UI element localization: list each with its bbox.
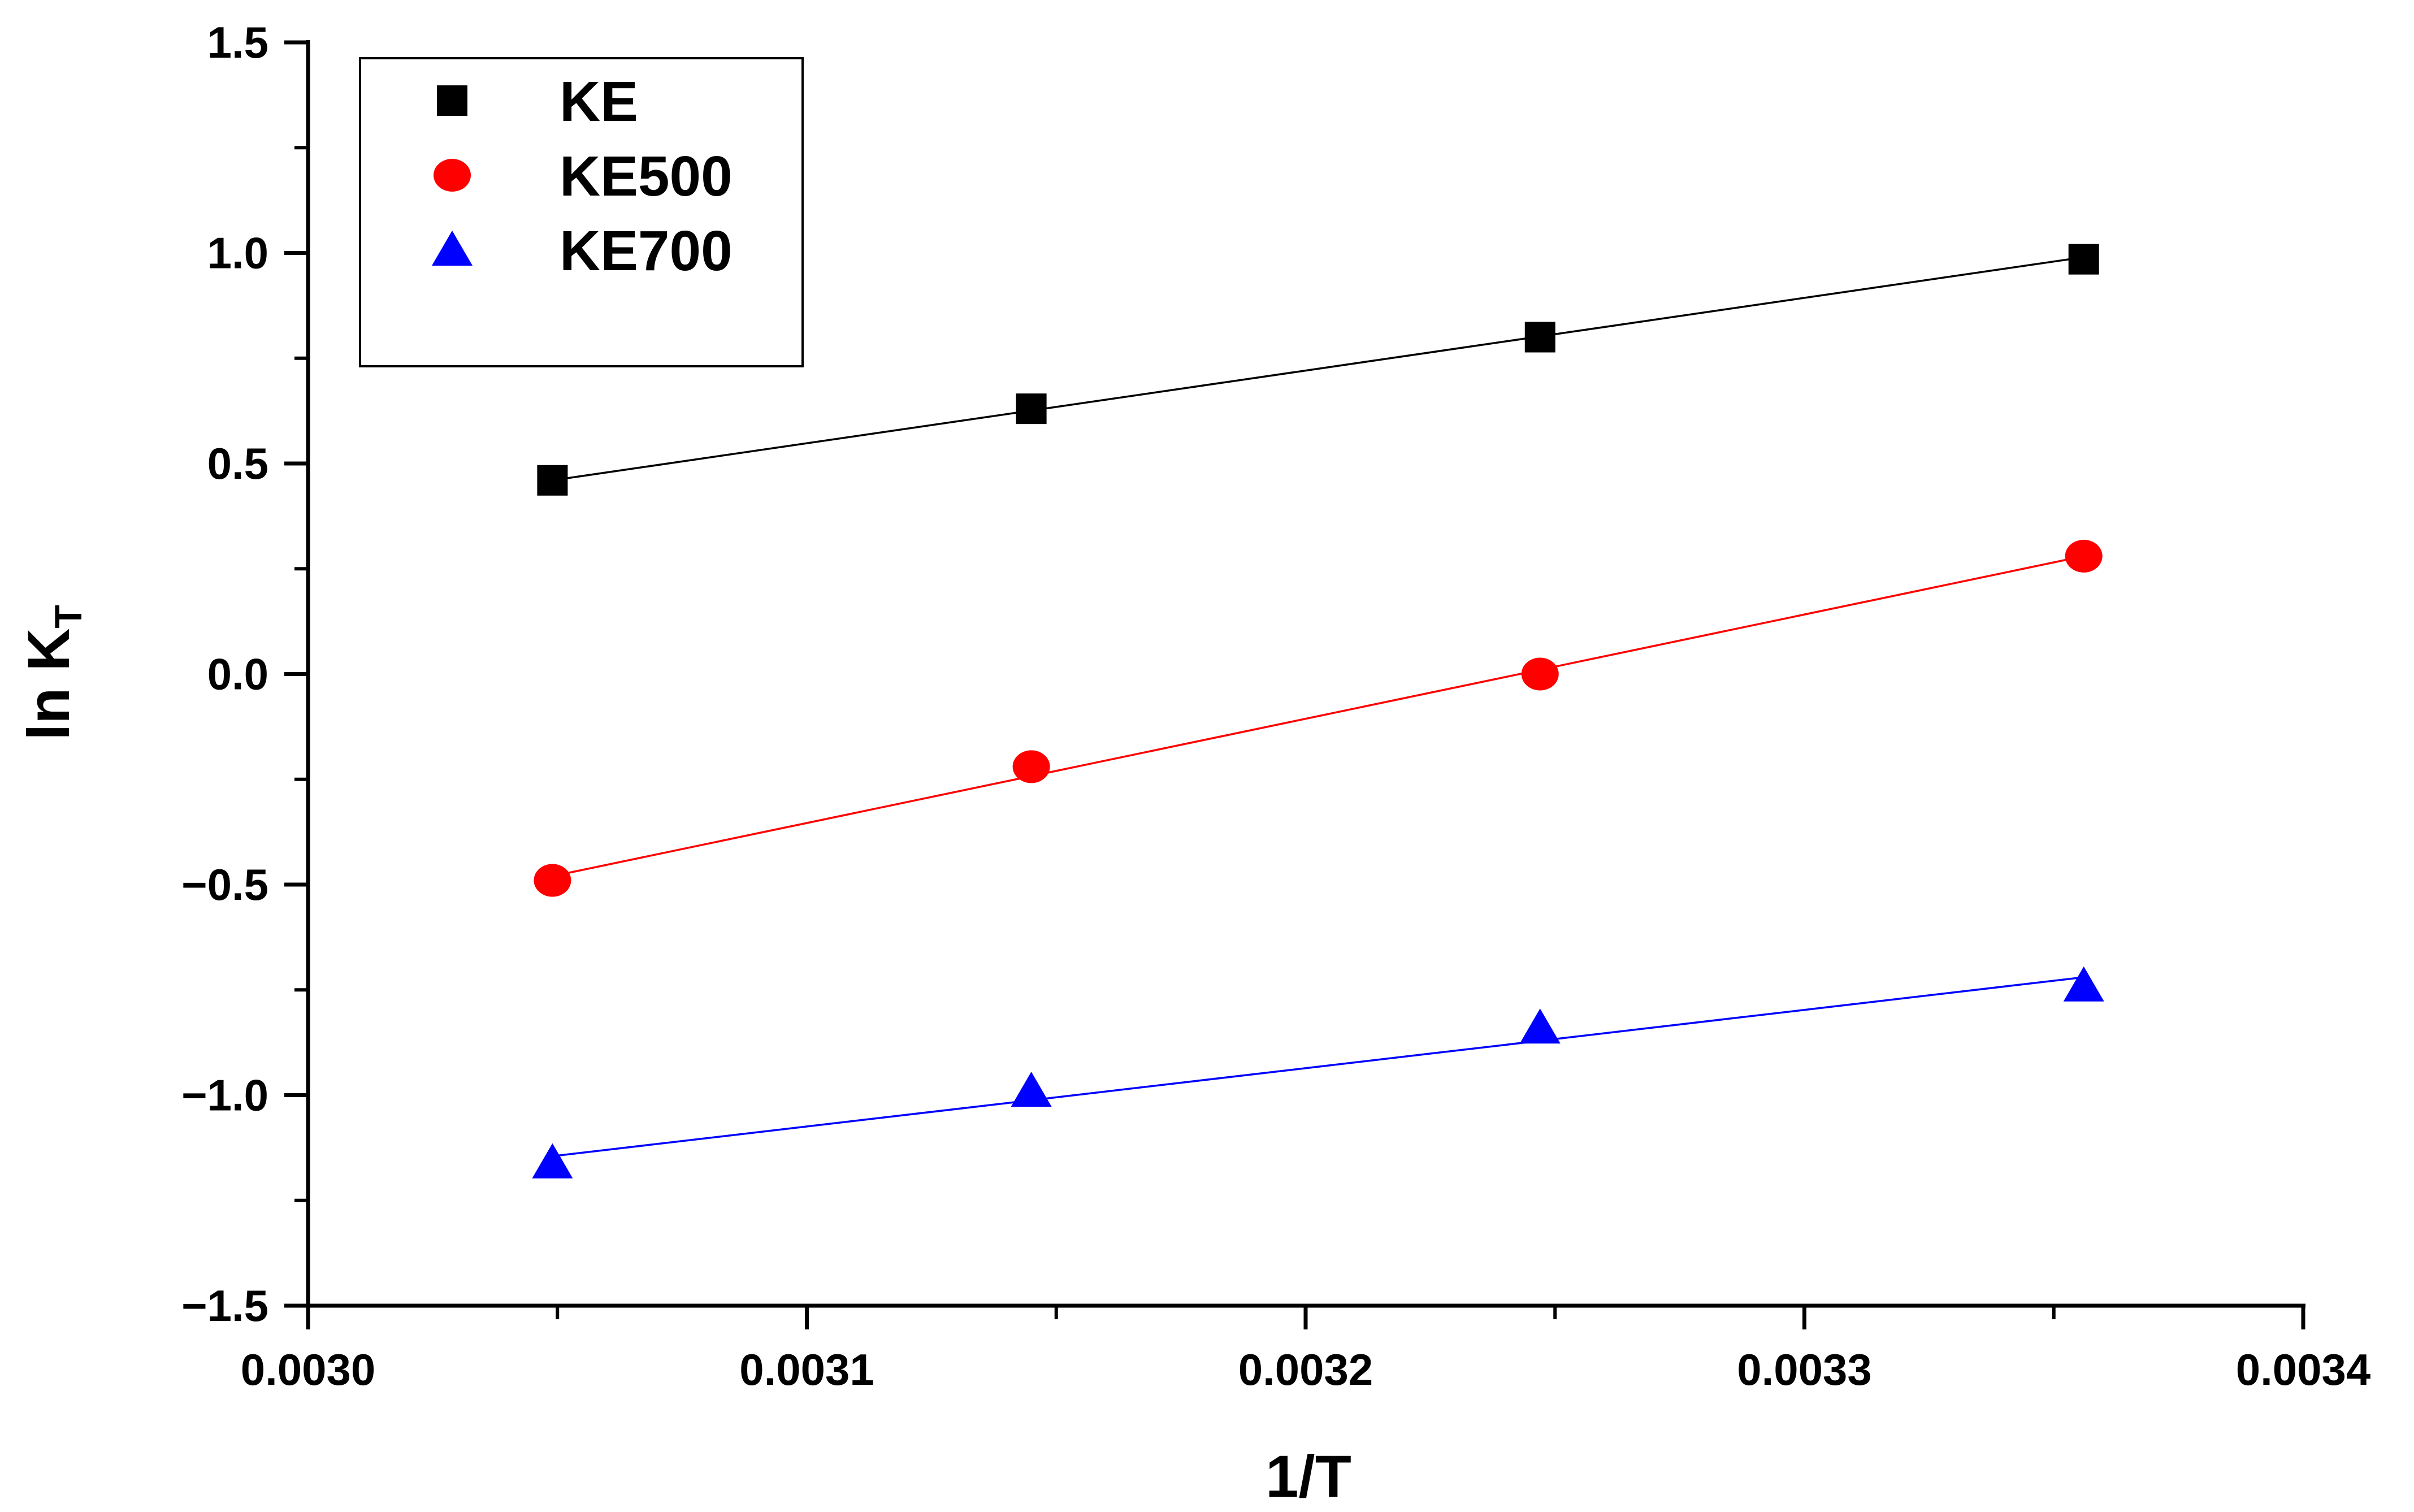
x-tick-label: 0.0030 [241, 1345, 376, 1394]
legend-marker-ke [437, 85, 467, 116]
y-axis-title: ln KT [16, 605, 90, 740]
x-tick-label: 0.0033 [1737, 1345, 1872, 1394]
fit-line-ke500 [552, 555, 2084, 877]
point-ke [537, 465, 568, 496]
legend-label-ke500: KE500 [560, 145, 733, 208]
x-tick-label: 0.0034 [2236, 1345, 2371, 1394]
x-tick-label: 0.0032 [1238, 1345, 1373, 1394]
point-ke700 [532, 1143, 573, 1179]
point-ke [2068, 244, 2099, 275]
point-ke700 [1519, 1008, 1561, 1044]
y-tick-label: 1.0 [207, 228, 268, 278]
point-ke [1524, 322, 1555, 353]
point-ke700 [1011, 1072, 1052, 1107]
legend-box [359, 57, 804, 367]
point-ke500 [534, 864, 571, 897]
point-ke500 [1012, 750, 1050, 783]
legend-label-ke700: KE700 [560, 219, 733, 283]
point-ke500 [1521, 657, 1559, 691]
y-tick-label: 1.5 [207, 18, 268, 67]
y-tick-label: 0.0 [207, 649, 268, 699]
y-tick-label: −1.0 [181, 1071, 268, 1120]
ticks: 1.5 1.0 0.5 0.0 −0.5 −1.0 −1.5 0.0030 0.0031 0.00… [181, 18, 2370, 1394]
y-tick-label: −1.5 [181, 1281, 268, 1331]
legend-marker-ke500 [434, 159, 471, 192]
x-tick-label: 0.0031 [739, 1345, 874, 1394]
fit-line-ke [552, 256, 2084, 482]
legend-label-ke: KE [560, 70, 638, 133]
legend: KE KE500 KE700 [359, 57, 804, 367]
legend-marker-ke700 [432, 231, 473, 266]
fit-line-ke700 [552, 976, 2084, 1158]
y-axis-title-main: ln K [16, 629, 82, 740]
data-points [532, 244, 2104, 1179]
y-tick-label: 0.5 [207, 439, 268, 488]
x-axis-title: 1/T [1265, 1444, 1351, 1510]
point-ke [1016, 393, 1047, 424]
y-axis-title-subscript: T [47, 605, 90, 629]
fit-lines [552, 256, 2084, 1158]
point-ke700 [2063, 966, 2104, 1002]
point-ke500 [2065, 539, 2103, 573]
y-tick-label: −0.5 [181, 860, 268, 909]
